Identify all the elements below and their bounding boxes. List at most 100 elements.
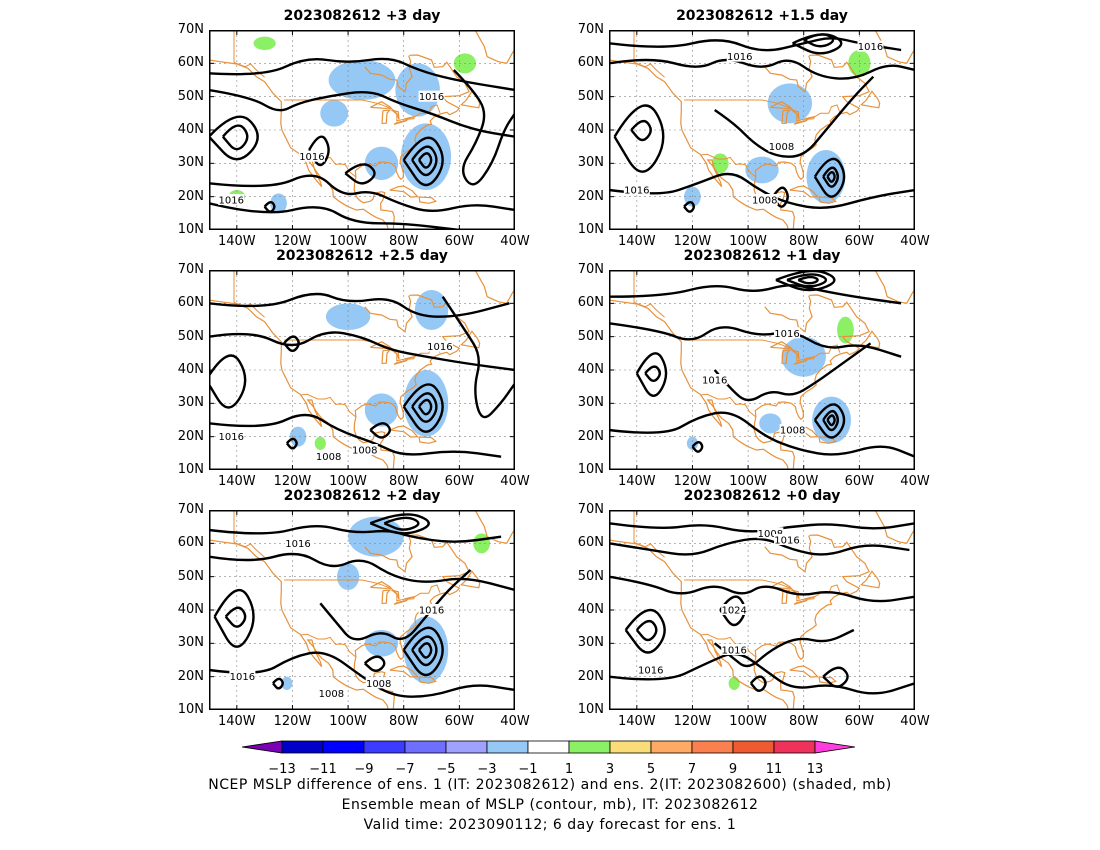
contour-label: 1016: [721, 646, 746, 657]
map-plot: 1016 1016 1008: [609, 270, 915, 470]
panel-title: 2023082612 +1 day: [683, 248, 841, 264]
anomaly-shading: [328, 60, 396, 100]
mslp-contour: [283, 335, 300, 352]
longitude-label: 100W: [329, 474, 367, 489]
contour-label-bg: [774, 327, 801, 339]
coastline: [474, 510, 515, 544]
contour-label-bg: [418, 90, 445, 102]
latitude-label: 60N: [177, 295, 204, 311]
map-plot: 1016 1016 1016: [209, 30, 515, 230]
latitude-label: 60N: [177, 535, 204, 551]
mslp-contour: [209, 115, 259, 161]
longitude-label: 40W: [900, 474, 930, 489]
contour-label-bg: [218, 194, 245, 205]
contour-label: 1016: [219, 196, 244, 207]
longitude-label: 120W: [673, 474, 712, 489]
coastline: [860, 330, 881, 349]
latitude-label: 20N: [177, 188, 204, 204]
mslp-contour: [630, 119, 652, 142]
latitude-label: 60N: [177, 55, 204, 71]
panel-title: 2023082612 +1.5 day: [676, 8, 848, 24]
mslp-contour: [713, 342, 872, 402]
anomaly-shading: [289, 426, 307, 447]
mslp-contour: [272, 677, 284, 690]
longitude-label: 120W: [273, 474, 312, 489]
mslp-contour: [749, 675, 767, 692]
mslp-contour: [209, 651, 515, 698]
mslp-contour: [803, 33, 835, 48]
anomaly-shading: [364, 630, 399, 657]
mslp-contour: [635, 619, 658, 642]
longitude-label: 60W: [444, 474, 475, 489]
latitude-label: 70N: [177, 502, 204, 517]
mslp-contour: [609, 575, 915, 603]
contour-label-bg: [751, 194, 778, 205]
colorbar-swatch: [527, 740, 570, 754]
latitude-label: 50N: [177, 328, 204, 344]
latitude-label: 70N: [177, 22, 204, 37]
latitude-label: 10N: [577, 462, 604, 477]
longitude-label: 140W: [617, 474, 656, 489]
mslp-contour: [822, 666, 849, 688]
longitude-label: 140W: [217, 474, 256, 489]
panel-title: 2023082612 +3 day: [283, 8, 441, 24]
contour-label-bg: [298, 150, 325, 162]
anomaly-shading: [759, 413, 782, 434]
mslp-contour: [209, 524, 502, 543]
contour-label: 1008: [319, 689, 344, 700]
coastline: [209, 539, 389, 710]
mslp-contour: [813, 403, 846, 439]
coastline: [474, 30, 515, 64]
mslp-contour: [209, 552, 515, 592]
contour-label: 1008: [752, 196, 777, 207]
latitude-label: 60N: [577, 55, 604, 71]
coastline: [770, 341, 793, 349]
mslp-contour: [635, 352, 668, 397]
coastline: [460, 330, 481, 349]
contour-label: 1016: [774, 329, 799, 340]
contour-label: 1016: [727, 52, 752, 63]
map-plot: 1016 1016 1008 1008 1016: [609, 30, 915, 230]
colorbar-swatch: [322, 740, 365, 754]
mslp-contour: [775, 270, 836, 292]
mslp-contour: [609, 172, 915, 209]
map-plot: 1016 1016 1016 1008 1008: [209, 510, 515, 710]
contour-label-bg: [315, 450, 342, 462]
colorbar-tick-label: 13: [806, 762, 824, 777]
map-plot: 1016 1016 1008 1008: [209, 270, 515, 470]
contour-label: 1016: [624, 186, 649, 197]
mslp-contour: [411, 145, 438, 177]
longitude-label: 60W: [444, 234, 475, 249]
coastline: [209, 59, 389, 230]
country-border: [300, 633, 357, 658]
mslp-contour: [344, 163, 376, 185]
panel-title: 2023082612 +0 day: [683, 488, 841, 504]
latitude-label: 70N: [577, 502, 604, 517]
coastline: [389, 665, 419, 678]
longitude-label: 60W: [444, 714, 475, 729]
longitude-label: 60W: [844, 234, 875, 249]
country-border: [684, 99, 841, 122]
contour-label: 1016: [774, 536, 799, 547]
contour-label: 1016: [299, 152, 324, 163]
mslp-contour: [209, 292, 510, 318]
longitude-label: 120W: [273, 714, 312, 729]
latitude-label: 20N: [577, 668, 604, 684]
mslp-contour: [411, 635, 438, 667]
mslp-contour: [644, 365, 661, 382]
contour-label-bg: [726, 50, 753, 62]
anomaly-shading: [253, 36, 276, 50]
colorbar-tick-label: 5: [646, 762, 656, 777]
mslp-contour: [609, 58, 915, 80]
panel-title: 2023082612 +2 day: [283, 488, 441, 504]
coastline: [609, 59, 789, 230]
coastline: [781, 109, 792, 124]
coastline: [609, 539, 789, 710]
coastline: [381, 589, 392, 604]
longitude-label: 40W: [900, 714, 930, 729]
longitude-label: 100W: [729, 234, 767, 249]
anomaly-shading: [364, 393, 399, 427]
mslp-contour: [713, 628, 855, 668]
latitude-label: 10N: [577, 222, 604, 237]
